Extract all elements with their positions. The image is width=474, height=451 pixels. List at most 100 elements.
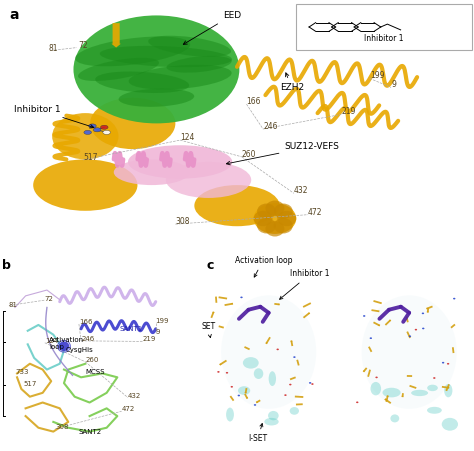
Circle shape <box>308 313 310 314</box>
Ellipse shape <box>118 88 194 107</box>
Ellipse shape <box>371 382 381 396</box>
Text: 72: 72 <box>45 296 54 302</box>
Circle shape <box>375 377 378 378</box>
Ellipse shape <box>95 71 189 93</box>
Ellipse shape <box>128 145 232 179</box>
Circle shape <box>265 342 267 344</box>
Circle shape <box>245 392 246 393</box>
Ellipse shape <box>269 371 276 386</box>
Text: Inhibitor 1: Inhibitor 1 <box>364 34 404 43</box>
Ellipse shape <box>268 411 279 420</box>
Ellipse shape <box>73 15 239 124</box>
Circle shape <box>276 349 279 350</box>
Circle shape <box>363 370 365 372</box>
Text: 308: 308 <box>55 423 69 430</box>
Text: 246: 246 <box>263 122 278 131</box>
Circle shape <box>240 296 243 298</box>
Ellipse shape <box>383 388 401 397</box>
Text: MCSS: MCSS <box>85 369 105 375</box>
Circle shape <box>254 404 256 406</box>
Text: 432: 432 <box>128 393 141 399</box>
Circle shape <box>363 315 365 317</box>
Circle shape <box>389 320 391 321</box>
Text: EED: EED <box>183 11 241 44</box>
Ellipse shape <box>264 418 279 425</box>
Circle shape <box>356 401 358 403</box>
Text: 260: 260 <box>242 150 256 159</box>
Circle shape <box>217 371 219 373</box>
Text: b: b <box>2 259 11 272</box>
Ellipse shape <box>90 98 175 149</box>
Circle shape <box>219 364 221 365</box>
Circle shape <box>415 329 417 331</box>
Circle shape <box>309 382 311 384</box>
Text: 81: 81 <box>9 302 18 308</box>
Ellipse shape <box>128 64 232 90</box>
Circle shape <box>370 337 372 339</box>
Ellipse shape <box>254 211 273 226</box>
Circle shape <box>433 377 436 379</box>
Ellipse shape <box>148 36 231 57</box>
Ellipse shape <box>254 203 296 234</box>
Text: c: c <box>207 259 214 272</box>
Circle shape <box>406 317 408 318</box>
Circle shape <box>237 395 240 396</box>
Ellipse shape <box>75 37 190 66</box>
Circle shape <box>427 311 429 313</box>
Circle shape <box>447 387 449 388</box>
Text: SET: SET <box>201 322 215 338</box>
Circle shape <box>93 128 101 132</box>
Text: 124: 124 <box>45 338 58 344</box>
Text: Inhibitor 1: Inhibitor 1 <box>280 269 330 299</box>
Circle shape <box>231 303 233 304</box>
Circle shape <box>385 399 387 400</box>
Circle shape <box>256 401 258 403</box>
Text: Inhibitor 1: Inhibitor 1 <box>14 105 94 128</box>
Circle shape <box>291 341 292 342</box>
FancyBboxPatch shape <box>296 4 472 50</box>
Circle shape <box>401 396 403 397</box>
Text: 308: 308 <box>175 217 190 226</box>
Text: SANT2: SANT2 <box>79 428 102 435</box>
Ellipse shape <box>243 357 259 368</box>
Ellipse shape <box>290 407 299 415</box>
Ellipse shape <box>362 295 457 409</box>
Ellipse shape <box>226 408 234 422</box>
Ellipse shape <box>411 390 428 396</box>
Ellipse shape <box>221 295 316 409</box>
Text: 733: 733 <box>15 369 28 375</box>
Circle shape <box>422 313 424 314</box>
Circle shape <box>427 308 428 309</box>
Text: 81: 81 <box>49 44 58 53</box>
Text: 219: 219 <box>143 336 156 342</box>
Ellipse shape <box>427 385 438 391</box>
Ellipse shape <box>444 384 452 397</box>
Ellipse shape <box>238 386 250 395</box>
Text: EZH2: EZH2 <box>280 73 304 92</box>
Ellipse shape <box>254 368 263 379</box>
Ellipse shape <box>166 56 232 73</box>
Circle shape <box>442 362 444 364</box>
Circle shape <box>409 336 411 337</box>
Text: CysgHis: CysgHis <box>66 347 94 353</box>
Ellipse shape <box>427 407 442 414</box>
Ellipse shape <box>166 162 251 198</box>
Text: SUZ12-VEFS: SUZ12-VEFS <box>227 142 339 165</box>
Circle shape <box>103 130 110 134</box>
Text: 517: 517 <box>23 381 37 387</box>
Ellipse shape <box>257 203 276 219</box>
Ellipse shape <box>274 203 293 219</box>
Circle shape <box>284 394 287 396</box>
Text: 124: 124 <box>180 133 194 142</box>
Ellipse shape <box>274 218 293 234</box>
Ellipse shape <box>78 58 159 81</box>
Ellipse shape <box>114 159 190 185</box>
Circle shape <box>446 389 447 391</box>
Circle shape <box>84 130 91 134</box>
Circle shape <box>278 304 280 305</box>
Ellipse shape <box>33 159 137 211</box>
Text: 199: 199 <box>370 71 384 80</box>
Text: 260: 260 <box>85 357 99 363</box>
Circle shape <box>378 325 380 326</box>
Text: a: a <box>9 8 19 22</box>
